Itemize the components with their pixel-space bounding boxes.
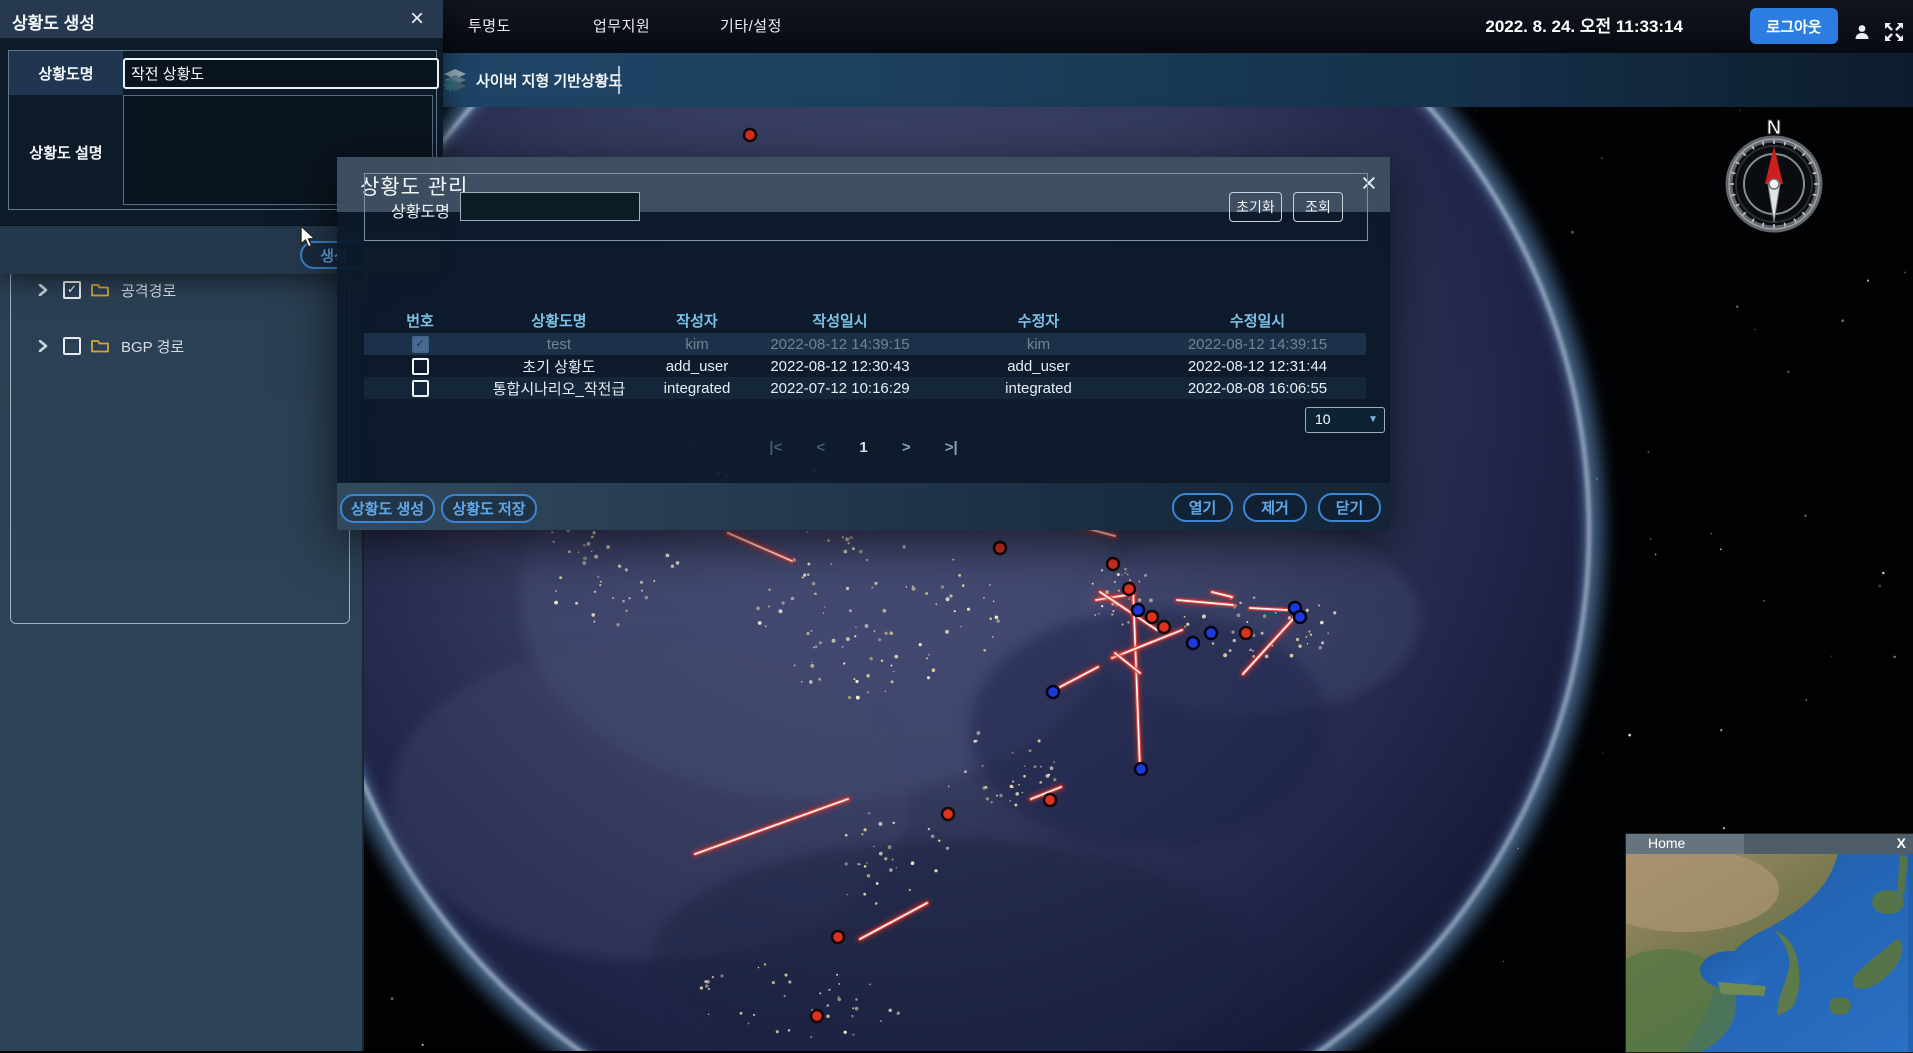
col-header[interactable]: 수정자 bbox=[1017, 312, 1060, 330]
prev-page-button[interactable]: < bbox=[816, 439, 826, 456]
reset-button[interactable]: 초기화 bbox=[1229, 192, 1282, 222]
col-header[interactable]: 작성자 bbox=[676, 312, 718, 330]
table-header-row: 번호 상황도명 작성자 작성일시 수정자 수정일시 bbox=[364, 307, 1366, 333]
minimap-close-icon[interactable]: X bbox=[1896, 835, 1906, 851]
desc-field-label: 상황도 설명 bbox=[9, 95, 123, 209]
col-header[interactable]: 작성일시 bbox=[812, 312, 868, 330]
save-situation-button[interactable]: 상황도 저장 bbox=[441, 494, 537, 523]
manage-situation-modal: 상황도 관리 × 상황도명 초기화 조회 번호 상황도명 작성자 작성일시 수정… bbox=[337, 157, 1390, 530]
create-panel-header: 상황도 생성 × bbox=[0, 0, 443, 38]
col-header[interactable]: 수정일시 bbox=[1229, 312, 1286, 330]
create-panel-title: 상황도 생성 bbox=[12, 14, 95, 33]
query-button[interactable]: 조회 bbox=[1293, 192, 1343, 222]
nav-item-worksupport[interactable]: 업무지원 bbox=[593, 18, 651, 35]
row-checkbox[interactable] bbox=[411, 379, 429, 397]
tree-item-label: 공격경로 bbox=[121, 282, 177, 300]
open-button[interactable]: 열기 bbox=[1172, 493, 1233, 522]
compass-north-label: N bbox=[1767, 117, 1781, 139]
situation-name-input[interactable] bbox=[123, 58, 439, 89]
row-checkbox[interactable]: ✓ bbox=[411, 335, 429, 353]
logout-button[interactable]: 로그아웃 bbox=[1750, 8, 1838, 44]
row-checkbox[interactable] bbox=[411, 357, 429, 375]
search-field-label: 상황도명 bbox=[391, 204, 450, 221]
situation-search-input[interactable] bbox=[460, 192, 640, 221]
breadcrumb-separator bbox=[618, 66, 620, 94]
folder-icon bbox=[91, 284, 109, 297]
chevron-right-icon[interactable] bbox=[37, 284, 49, 296]
close-icon[interactable]: × bbox=[410, 5, 425, 32]
minimap-title: Home bbox=[1648, 835, 1686, 851]
col-header[interactable]: 상황도명 bbox=[531, 312, 587, 330]
folder-icon bbox=[91, 340, 109, 353]
breadcrumb[interactable]: 사이버 지형 기반상황도 bbox=[442, 53, 622, 107]
compass-needle-north bbox=[1765, 146, 1783, 184]
modal-body bbox=[337, 212, 1390, 483]
fullscreen-icon[interactable] bbox=[1884, 22, 1904, 42]
compass[interactable]: N bbox=[1725, 112, 1823, 244]
modal-title: 상황도 관리 bbox=[360, 176, 469, 199]
attack-markers bbox=[742, 127, 1308, 1024]
search-box: 상황도명 초기화 조회 bbox=[364, 173, 1368, 241]
table-row[interactable]: 초기 상황도 add_user 2022-08-12 12:30:43 add_… bbox=[364, 355, 1366, 377]
minimap-titlebar[interactable]: Home X bbox=[1626, 834, 1913, 854]
chevron-right-icon[interactable] bbox=[37, 340, 49, 352]
chevron-down-icon: ▼ bbox=[1368, 414, 1378, 425]
tree-item-bgp-path[interactable]: BGP 경로 bbox=[11, 331, 349, 361]
pagination: |< < 1 > >| bbox=[337, 439, 1390, 456]
tree-item-attack-path[interactable]: ✓ 공격경로 bbox=[11, 275, 349, 305]
compass-ticks bbox=[1730, 140, 1818, 228]
datetime-display: 2022. 8. 24. 오전 11:33:14 bbox=[1485, 17, 1683, 36]
tree-checkbox[interactable]: ✓ bbox=[63, 281, 81, 299]
layers-gear-icon bbox=[443, 69, 466, 92]
table-row[interactable]: ✓ test kim 2022-08-12 14:39:15 kim 2022-… bbox=[364, 333, 1366, 355]
modal-footer: 상황도 생성 상황도 저장 열기 제거 닫기 bbox=[337, 483, 1390, 530]
close-button[interactable]: 닫기 bbox=[1318, 493, 1381, 522]
tree-checkbox[interactable] bbox=[63, 337, 81, 355]
minimap-map[interactable] bbox=[1626, 854, 1913, 1052]
nav-item-transparency[interactable]: 투명도 bbox=[468, 18, 511, 35]
minimap-tab[interactable] bbox=[1626, 834, 1744, 854]
breadcrumb-label: 사이버 지형 기반상황도 bbox=[476, 72, 623, 90]
first-page-button[interactable]: |< bbox=[769, 439, 783, 456]
mouse-cursor bbox=[300, 224, 317, 248]
nav-item-settings[interactable]: 기타/설정 bbox=[720, 18, 782, 35]
minimap-window: Home X bbox=[1625, 833, 1913, 1053]
user-icon[interactable] bbox=[1852, 22, 1872, 42]
next-page-button[interactable]: > bbox=[901, 439, 911, 456]
layer-tree: ✓ 공격경로 BGP 경로 bbox=[10, 270, 350, 624]
page-size-value: 10 bbox=[1315, 411, 1331, 427]
col-header[interactable]: 번호 bbox=[406, 312, 434, 330]
modal-titlebar[interactable]: 상황도 관리 × bbox=[337, 157, 1390, 212]
create-situation-button[interactable]: 상황도 생성 bbox=[340, 494, 435, 523]
page-size-select[interactable]: 10 ▼ bbox=[1305, 407, 1385, 433]
table-row[interactable]: 통합시나리오_작전급 integrated 2022-07-12 10:16:2… bbox=[364, 377, 1366, 399]
name-field-label: 상황도명 bbox=[9, 51, 123, 96]
last-page-button[interactable]: >| bbox=[944, 439, 958, 456]
tree-item-label: BGP 경로 bbox=[121, 338, 185, 356]
current-page: 1 bbox=[859, 439, 868, 456]
close-icon[interactable]: × bbox=[1361, 168, 1377, 198]
situation-table: 번호 상황도명 작성자 작성일시 수정자 수정일시 ✓ test kim 202… bbox=[364, 307, 1366, 399]
remove-button[interactable]: 제거 bbox=[1243, 493, 1307, 522]
